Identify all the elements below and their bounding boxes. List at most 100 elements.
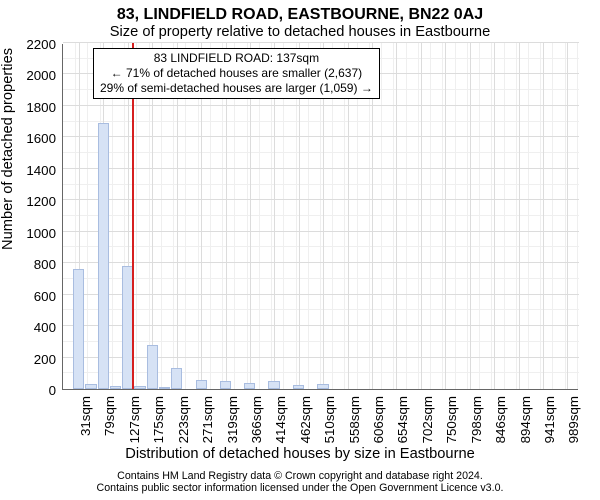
grid-vline-minor <box>528 43 529 389</box>
grid-vline-minor <box>430 43 431 389</box>
y-tick-label: 1000 <box>0 226 56 241</box>
annotation-box: 83 LINDFIELD ROAD: 137sqm ← 71% of detac… <box>93 48 380 99</box>
histogram-bar <box>73 269 84 389</box>
x-tick-label: 702sqm <box>420 396 435 446</box>
grid-hline <box>63 105 579 106</box>
grid-hline-minor <box>63 372 579 373</box>
histogram-bar <box>98 123 109 389</box>
x-tick-label: 846sqm <box>493 396 508 446</box>
x-tick-label: 510sqm <box>322 396 337 446</box>
histogram-bar <box>147 345 158 389</box>
x-tick-label: 127sqm <box>127 396 142 446</box>
grid-vline-minor <box>479 43 480 389</box>
x-tick-label: 654sqm <box>395 396 410 446</box>
histogram-bar <box>134 386 145 389</box>
grid-hline <box>63 168 579 169</box>
grid-vline-minor <box>516 43 517 389</box>
grid-vline-minor <box>393 43 394 389</box>
histogram-bar <box>85 384 96 389</box>
grid-hline <box>63 357 579 358</box>
grid-vline-minor <box>418 43 419 389</box>
annotation-line-1: 83 LINDFIELD ROAD: 137sqm <box>100 51 373 66</box>
grid-vline <box>396 43 397 389</box>
grid-vline-minor <box>406 43 407 389</box>
grid-vline-minor <box>577 43 578 389</box>
grid-vline-minor <box>552 43 553 389</box>
grid-hline-minor <box>63 121 579 122</box>
grid-vline <box>445 43 446 389</box>
grid-vline-minor <box>455 43 456 389</box>
x-tick-label: 989sqm <box>566 396 581 446</box>
grid-vline-minor <box>87 43 88 389</box>
x-tick-label: 941sqm <box>542 396 557 446</box>
grid-vline <box>421 43 422 389</box>
x-tick-label: 414sqm <box>273 396 288 446</box>
x-tick-label: 894sqm <box>518 396 533 446</box>
x-tick-label: 798sqm <box>469 396 484 446</box>
grid-hline-minor <box>63 278 579 279</box>
y-tick-label: 1600 <box>0 131 56 146</box>
page-title: 83, LINDFIELD ROAD, EASTBOURNE, BN22 0AJ <box>0 6 600 24</box>
grid-vline <box>543 43 544 389</box>
x-tick-label: 79sqm <box>102 396 117 446</box>
y-tick-label: 600 <box>0 289 56 304</box>
grid-hline <box>63 262 579 263</box>
histogram-bar <box>220 381 231 389</box>
y-tick-label: 1200 <box>0 194 56 209</box>
grid-vline-minor <box>467 43 468 389</box>
page-subtitle: Size of property relative to detached ho… <box>0 24 600 40</box>
x-axis-label: Distribution of detached houses by size … <box>0 446 600 462</box>
x-tick-label: 462sqm <box>298 396 313 446</box>
attribution-line-1: Contains HM Land Registry data © Crown c… <box>0 470 600 482</box>
x-tick-label: 366sqm <box>249 396 264 446</box>
grid-hline-minor <box>63 309 579 310</box>
grid-hline-minor <box>63 341 579 342</box>
histogram-bar <box>196 380 207 389</box>
y-tick-label: 400 <box>0 320 56 335</box>
histogram-bar <box>110 386 121 389</box>
x-tick-label: 750sqm <box>444 396 459 446</box>
grid-hline <box>63 231 579 232</box>
grid-hline <box>63 294 579 295</box>
grid-vline-minor <box>381 43 382 389</box>
attribution-line-2: Contains public sector information licen… <box>0 482 600 494</box>
grid-hline <box>63 42 579 43</box>
x-tick-label: 175sqm <box>151 396 166 446</box>
grid-vline-minor <box>565 43 566 389</box>
histogram-bar <box>244 383 255 389</box>
x-tick-label: 606sqm <box>371 396 386 446</box>
grid-vline <box>494 43 495 389</box>
annotation-line-2: ← 71% of detached houses are smaller (2,… <box>100 66 373 81</box>
histogram-bar <box>171 368 182 389</box>
grid-vline <box>470 43 471 389</box>
grid-vline <box>567 43 568 389</box>
y-tick-label: 2200 <box>0 37 56 52</box>
grid-hline <box>63 199 579 200</box>
grid-vline-minor <box>540 43 541 389</box>
histogram-bar <box>268 381 279 389</box>
grid-vline-minor <box>491 43 492 389</box>
histogram-bar <box>159 387 170 389</box>
histogram-bar <box>293 385 304 389</box>
grid-hline-minor <box>63 246 579 247</box>
y-tick-label: 2000 <box>0 68 56 83</box>
grid-hline-minor <box>63 215 579 216</box>
x-tick-label: 271sqm <box>200 396 215 446</box>
y-tick-label: 1800 <box>0 100 56 115</box>
x-tick-label: 31sqm <box>78 396 93 446</box>
y-tick-label: 0 <box>0 383 56 398</box>
grid-hline <box>63 325 579 326</box>
grid-hline-minor <box>63 152 579 153</box>
grid-vline-minor <box>442 43 443 389</box>
grid-vline <box>519 43 520 389</box>
x-tick-label: 223sqm <box>176 396 191 446</box>
plot-area: 83 LINDFIELD ROAD: 137sqm ← 71% of detac… <box>62 44 578 390</box>
chart-container: 83, LINDFIELD ROAD, EASTBOURNE, BN22 0AJ… <box>0 0 600 500</box>
y-tick-label: 800 <box>0 257 56 272</box>
grid-vline-minor <box>504 43 505 389</box>
x-tick-label: 319sqm <box>225 396 240 446</box>
y-tick-label: 200 <box>0 352 56 367</box>
grid-hline <box>63 136 579 137</box>
y-tick-label: 1400 <box>0 163 56 178</box>
annotation-line-3: 29% of semi-detached houses are larger (… <box>100 81 373 96</box>
